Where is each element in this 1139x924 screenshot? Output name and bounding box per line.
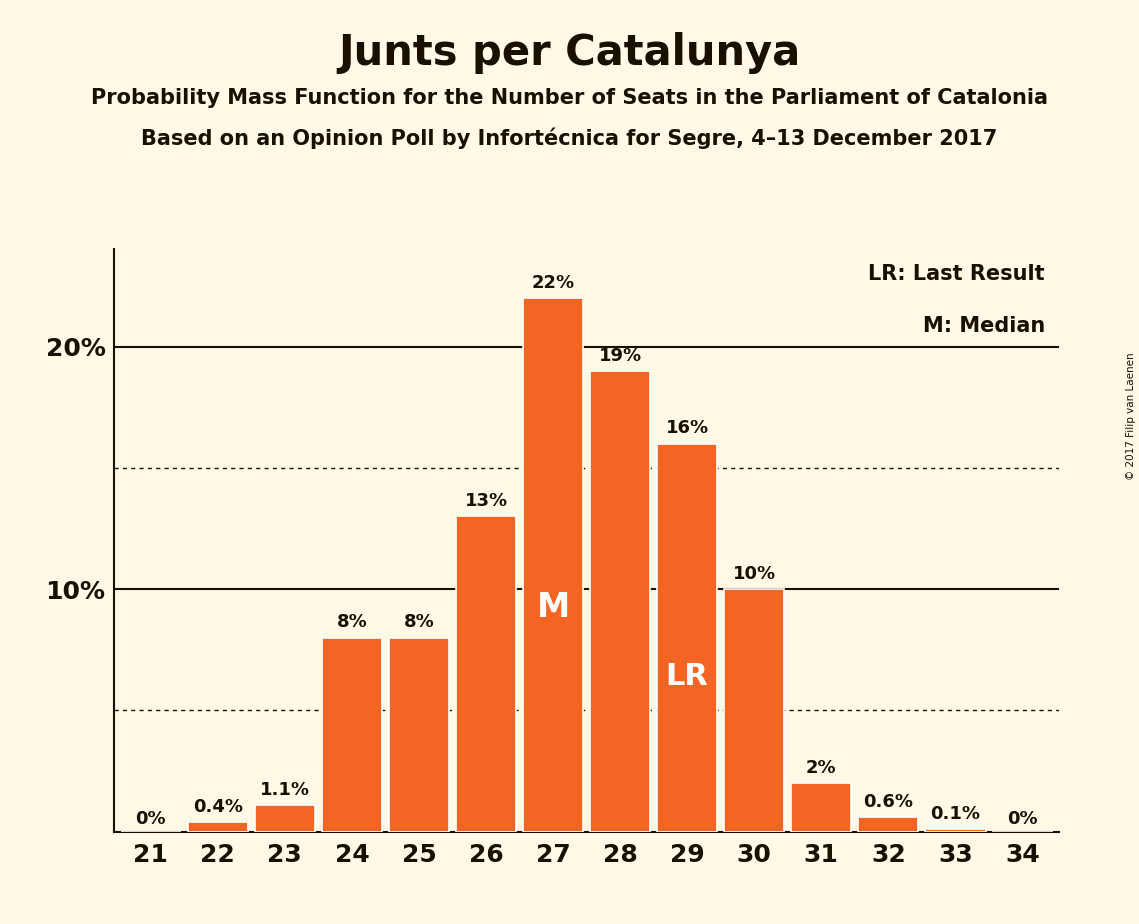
Bar (792, 784, 852, 832)
Text: 10%: 10% (732, 565, 776, 583)
Text: LR: Last Result: LR: Last Result (868, 264, 1046, 284)
Text: © 2017 Filip van Laenen: © 2017 Filip van Laenen (1126, 352, 1136, 480)
Text: 16%: 16% (665, 419, 708, 437)
Text: 8%: 8% (403, 614, 434, 631)
Text: M: Median: M: Median (923, 316, 1046, 336)
Bar (321, 638, 382, 832)
Text: 13%: 13% (465, 492, 508, 510)
Bar (255, 805, 316, 832)
Text: LR: LR (665, 662, 708, 691)
Text: 8%: 8% (336, 614, 367, 631)
Text: 2%: 2% (806, 759, 836, 777)
Text: 0%: 0% (136, 810, 166, 828)
Text: 1.1%: 1.1% (260, 781, 310, 799)
Text: 0.1%: 0.1% (931, 805, 981, 823)
Bar (657, 444, 718, 832)
Text: 22%: 22% (532, 274, 574, 292)
Text: 0.6%: 0.6% (863, 793, 913, 811)
Text: Junts per Catalunya: Junts per Catalunya (338, 32, 801, 74)
Bar (925, 829, 985, 832)
Bar (388, 638, 449, 832)
Bar (724, 590, 785, 832)
Bar (858, 817, 918, 832)
Text: 0.4%: 0.4% (192, 797, 243, 816)
Bar (523, 298, 583, 832)
Text: Probability Mass Function for the Number of Seats in the Parliament of Catalonia: Probability Mass Function for the Number… (91, 88, 1048, 108)
Text: M: M (536, 591, 570, 624)
Bar (456, 517, 516, 832)
Text: Based on an Opinion Poll by Infortécnica for Segre, 4–13 December 2017: Based on an Opinion Poll by Infortécnica… (141, 128, 998, 149)
Bar (590, 371, 650, 832)
Bar (188, 822, 248, 832)
Text: 19%: 19% (599, 346, 641, 365)
Text: 0%: 0% (1007, 810, 1038, 828)
